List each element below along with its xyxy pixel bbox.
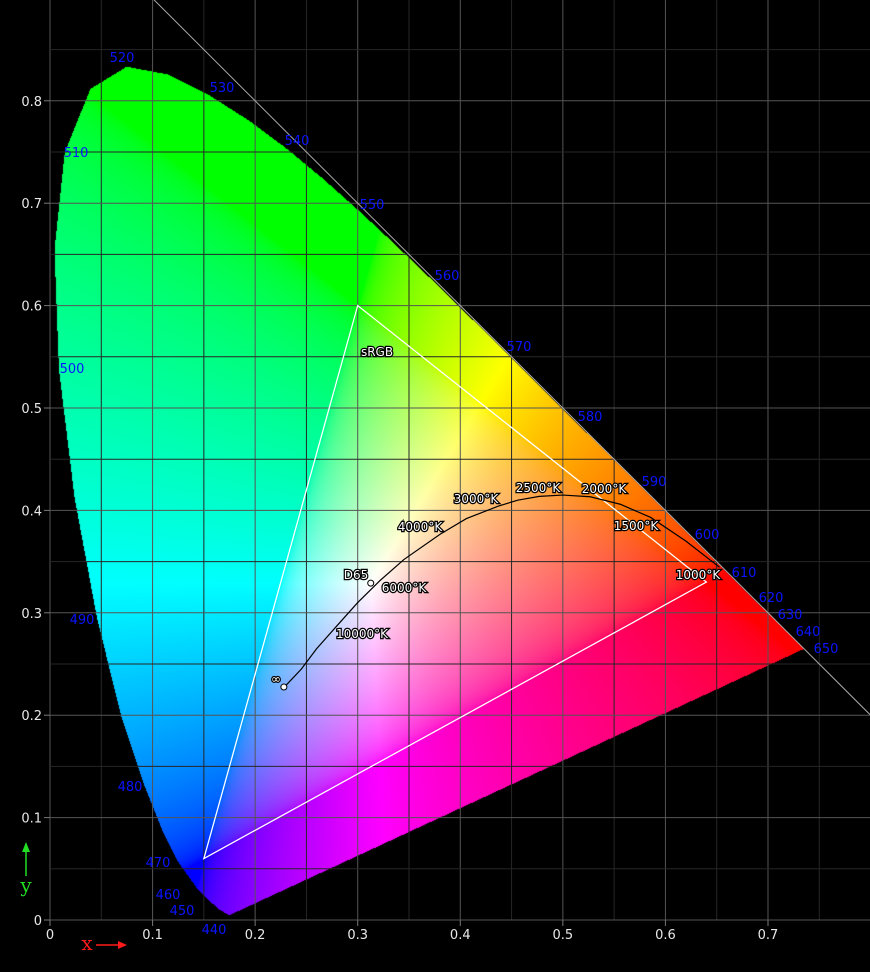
wavelength-label: 450 — [170, 904, 195, 919]
arrow-right-icon — [118, 941, 127, 949]
srgb-label: sRGB — [361, 345, 393, 359]
axis-ticks: 0 0.1 0.2 0.3 0.4 0.5 0.6 0.7 0 0.1 0.2 0.3 0.4 0.5 0.… — [21, 95, 778, 943]
infinity-label: ∞ — [271, 672, 281, 686]
wavelength-label: 630 — [778, 608, 803, 623]
temperature-label: 1000°K — [676, 568, 722, 582]
d65-white-point — [367, 579, 375, 587]
wavelength-label: 520 — [110, 51, 135, 66]
y-tick-label: 0.2 — [21, 709, 42, 724]
x-tick-label: 0.1 — [142, 928, 163, 943]
wavelength-label: 540 — [285, 134, 310, 149]
x-axis-indicator: x — [81, 931, 127, 955]
wavelength-label: 640 — [796, 625, 821, 640]
y-axis-indicator: y — [19, 842, 32, 897]
y-tick-label: 0.7 — [21, 197, 42, 212]
x-tick-label: 0.3 — [347, 928, 368, 943]
temperature-label: 10000°K — [336, 627, 389, 641]
temperature-label: 2500°K — [516, 481, 562, 495]
wavelength-label: 530 — [210, 81, 235, 96]
temperature-label: 6000°K — [382, 581, 428, 595]
x-tick-label: 0.5 — [553, 928, 574, 943]
d65-label: D65 — [344, 568, 369, 582]
wavelength-label: 460 — [156, 888, 181, 903]
infinity-point — [280, 683, 288, 691]
x-tick-label: 0 — [46, 928, 54, 943]
wavelength-label: 470 — [146, 856, 171, 871]
temperature-label: 2000°K — [582, 482, 628, 496]
wavelength-label: 500 — [60, 362, 85, 377]
wavelength-label: 600 — [695, 528, 720, 543]
wavelength-label: 610 — [732, 566, 757, 581]
temperature-label: 1500°K — [614, 519, 660, 533]
wavelength-label: 580 — [578, 410, 603, 425]
wavelength-label: 650 — [814, 642, 839, 657]
y-tick-label: 0.5 — [21, 402, 42, 417]
y-tick-label: 0.1 — [21, 812, 42, 827]
x-tick-label: 0.7 — [758, 928, 779, 943]
wavelength-label: 440 — [202, 923, 227, 938]
wavelength-label: 510 — [64, 146, 89, 161]
wavelength-label: 560 — [435, 269, 460, 284]
wavelength-label: 590 — [642, 475, 667, 490]
srgb-gamut-triangle — [202, 304, 708, 860]
x-tick-label: 0.6 — [655, 928, 676, 943]
temperature-label: 3000°K — [454, 492, 500, 506]
y-tick-label: 0.4 — [21, 504, 42, 519]
temperature-label: 4000°K — [398, 520, 444, 534]
arrow-up-icon — [22, 842, 30, 852]
y-tick-label: 0.8 — [21, 95, 42, 110]
x-tick-label: 0.4 — [450, 928, 471, 943]
wavelength-label: 480 — [118, 780, 143, 795]
wavelength-label: 550 — [360, 198, 385, 213]
annotations: sRGB 1000°K 1500°K 2000°K 2500°K 3000°K 4000°K… — [202, 304, 723, 860]
y-axis-label: y — [19, 873, 32, 897]
planckian-locus-curve — [283, 494, 720, 688]
wavelength-label: 570 — [507, 340, 532, 355]
wavelength-label: 490 — [70, 613, 95, 628]
grid — [49, 0, 870, 921]
y-tick-label: 0.6 — [21, 300, 42, 315]
x-axis-label: x — [81, 931, 93, 955]
x-tick-label: 0.2 — [245, 928, 266, 943]
y-tick-label: 0.3 — [21, 607, 42, 622]
x-plus-y-equals-one-line — [153, 0, 870, 716]
wavelength-label: 620 — [759, 591, 784, 606]
y-tick-label: 0 — [34, 914, 42, 929]
